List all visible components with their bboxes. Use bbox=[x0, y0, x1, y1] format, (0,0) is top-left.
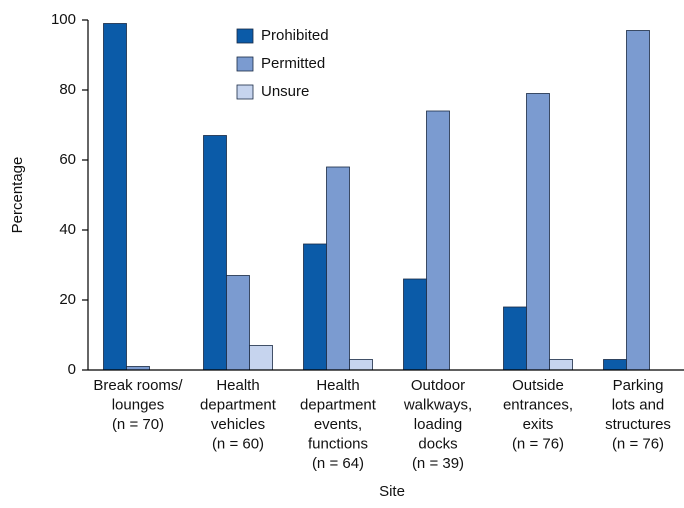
x-tick-label-line: exits bbox=[523, 416, 554, 433]
x-tick-label-line: structures bbox=[605, 416, 671, 433]
x-tick-label-line: loading bbox=[414, 416, 462, 433]
x-tick-label: Health department vehicles (n = 60) bbox=[200, 377, 277, 453]
bar bbox=[303, 243, 327, 371]
legend-swatch bbox=[236, 28, 254, 44]
x-tick-label-line: functions bbox=[308, 435, 368, 452]
x-tick-label-line: department bbox=[200, 396, 277, 413]
y-tick-label: 20 bbox=[59, 291, 76, 308]
bar bbox=[526, 93, 550, 371]
legend-swatch bbox=[236, 56, 254, 72]
bar bbox=[426, 110, 450, 371]
legend-label: Unsure bbox=[261, 83, 309, 100]
y-tick-label: 40 bbox=[59, 221, 76, 238]
x-tick-label-line: (n = 76) bbox=[612, 435, 664, 452]
bar bbox=[249, 345, 273, 371]
legend-label: Prohibited bbox=[261, 27, 329, 44]
x-tick-label: Outdoor walkways, loading docks (n = 39) bbox=[403, 377, 472, 472]
x-tick-label-line: events, bbox=[314, 416, 362, 433]
x-axis-label: Site bbox=[379, 483, 405, 500]
legend-swatch bbox=[236, 84, 254, 100]
x-tick-label-line: (n = 60) bbox=[212, 435, 264, 452]
bar bbox=[203, 135, 227, 371]
bar bbox=[226, 275, 250, 371]
bar bbox=[326, 166, 350, 371]
x-tick-label-line: Health bbox=[216, 377, 259, 394]
x-tick-label-line: Health bbox=[316, 377, 359, 394]
bar bbox=[603, 359, 627, 371]
x-tick-label: Parking lots and structures (n = 76) bbox=[605, 377, 671, 453]
x-tick-label-line: Break rooms/ bbox=[93, 377, 183, 394]
x-tick-label-line: (n = 39) bbox=[412, 455, 464, 472]
x-tick-label-line: walkways, bbox=[403, 396, 472, 413]
bar bbox=[549, 359, 573, 371]
y-tick-label: 80 bbox=[59, 81, 76, 98]
x-tick-label-line: Parking bbox=[613, 377, 664, 394]
x-tick-label: Outside entrances, exits (n = 76) bbox=[503, 377, 573, 453]
y-tick-label: 0 bbox=[68, 361, 76, 378]
x-tick-label-line: vehicles bbox=[211, 416, 265, 433]
x-tick-label: Health department events, functions (n = 64) bbox=[300, 377, 377, 472]
bar bbox=[503, 306, 527, 371]
x-tick-label-line: (n = 70) bbox=[112, 416, 164, 433]
bar bbox=[403, 278, 427, 371]
bar bbox=[103, 23, 127, 371]
x-tick-label: Break rooms/lounges (n = 70) bbox=[93, 377, 183, 433]
bar bbox=[626, 30, 650, 371]
x-tick-label-line: (n = 64) bbox=[312, 455, 364, 472]
legend-label: Permitted bbox=[261, 55, 325, 72]
bar bbox=[349, 359, 373, 371]
y-tick-label: 100 bbox=[51, 11, 76, 28]
x-tick-label-line: department bbox=[300, 396, 377, 413]
x-tick-label-line: Outdoor bbox=[411, 377, 465, 394]
x-tick-label-line: (n = 76) bbox=[512, 435, 564, 452]
y-tick-label: 60 bbox=[59, 151, 76, 168]
x-tick-label-line: Outside bbox=[512, 377, 564, 394]
x-tick-label-line: docks bbox=[418, 435, 457, 452]
x-tick-label-line: entrances, bbox=[503, 396, 573, 413]
x-tick-label-line: lots and bbox=[612, 396, 665, 413]
y-axis-label: Percentage bbox=[9, 157, 26, 234]
x-tick-label-line: lounges bbox=[112, 396, 165, 413]
